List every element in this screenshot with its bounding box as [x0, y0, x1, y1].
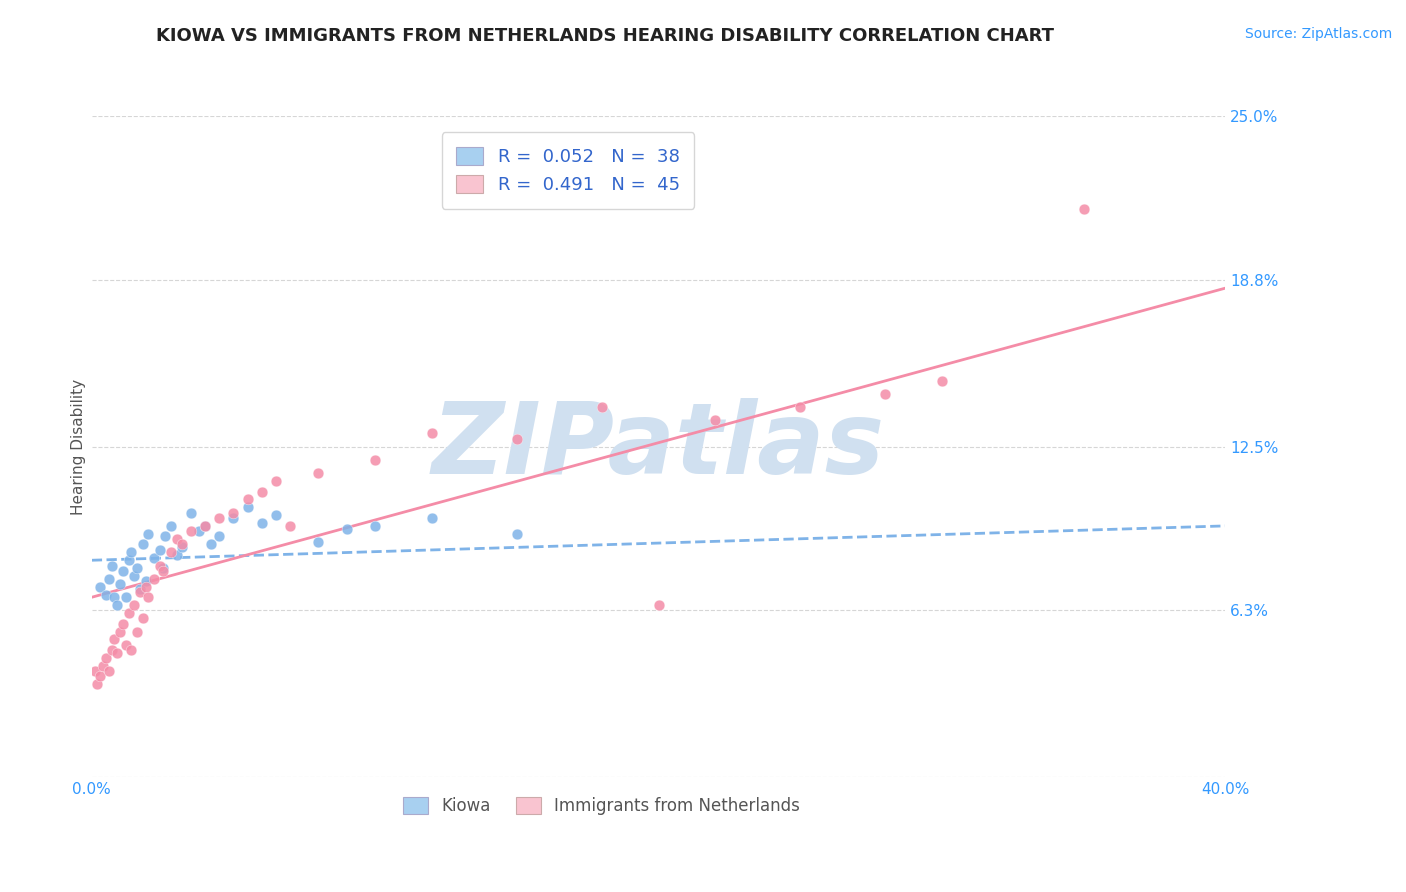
Point: [166, 548, 188, 562]
Point: [124, 569, 146, 583]
Point: [100, 558, 122, 573]
Point: [1073, 202, 1095, 216]
Point: [152, 564, 174, 578]
Point: [149, 558, 172, 573]
Point: [420, 426, 443, 441]
Point: [114, 591, 136, 605]
Point: [108, 624, 131, 639]
Point: [108, 577, 131, 591]
Point: [103, 632, 125, 647]
Point: [143, 572, 166, 586]
Point: [506, 526, 529, 541]
Point: [506, 432, 529, 446]
Point: [208, 511, 231, 525]
Point: [117, 553, 139, 567]
Point: [308, 466, 330, 480]
Y-axis label: Hearing Disability: Hearing Disability: [72, 378, 86, 515]
Text: Source: ZipAtlas.com: Source: ZipAtlas.com: [1244, 27, 1392, 41]
Legend: Kiowa, Immigrants from Netherlands: Kiowa, Immigrants from Netherlands: [396, 790, 807, 822]
Point: [135, 574, 157, 589]
Point: [264, 474, 287, 488]
Point: [194, 519, 217, 533]
Point: [117, 606, 139, 620]
Point: [83, 664, 105, 678]
Point: [364, 453, 387, 467]
Point: [789, 400, 811, 414]
Point: [91, 659, 114, 673]
Point: [236, 492, 259, 507]
Point: [97, 572, 120, 586]
Point: [250, 484, 273, 499]
Point: [129, 582, 152, 597]
Point: [222, 511, 245, 525]
Point: [111, 564, 134, 578]
Point: [121, 545, 143, 559]
Point: [704, 413, 727, 427]
Point: [132, 537, 155, 551]
Point: [591, 400, 613, 414]
Point: [97, 664, 120, 678]
Point: [129, 585, 152, 599]
Point: [180, 524, 202, 539]
Point: [103, 591, 125, 605]
Point: [152, 561, 174, 575]
Point: [89, 669, 111, 683]
Point: [236, 500, 259, 515]
Point: [931, 374, 953, 388]
Point: [172, 537, 194, 551]
Point: [149, 542, 172, 557]
Point: [124, 598, 146, 612]
Point: [94, 651, 117, 665]
Point: [127, 624, 149, 639]
Point: [250, 516, 273, 531]
Text: ZIPatlas: ZIPatlas: [432, 398, 886, 495]
Point: [194, 519, 217, 533]
Point: [135, 580, 157, 594]
Point: [278, 519, 301, 533]
Point: [121, 643, 143, 657]
Point: [94, 588, 117, 602]
Point: [155, 529, 177, 543]
Point: [105, 598, 128, 612]
Point: [264, 508, 287, 523]
Point: [188, 524, 211, 539]
Text: KIOWA VS IMMIGRANTS FROM NETHERLANDS HEARING DISABILITY CORRELATION CHART: KIOWA VS IMMIGRANTS FROM NETHERLANDS HEA…: [156, 27, 1053, 45]
Point: [89, 580, 111, 594]
Point: [180, 506, 202, 520]
Point: [200, 537, 222, 551]
Point: [160, 519, 183, 533]
Point: [132, 611, 155, 625]
Point: [336, 522, 359, 536]
Point: [647, 598, 669, 612]
Point: [86, 677, 108, 691]
Point: [100, 643, 122, 657]
Point: [875, 387, 897, 401]
Point: [114, 638, 136, 652]
Point: [364, 519, 387, 533]
Point: [143, 550, 166, 565]
Point: [420, 511, 443, 525]
Point: [222, 506, 245, 520]
Point: [127, 561, 149, 575]
Point: [208, 529, 231, 543]
Point: [172, 540, 194, 554]
Point: [166, 532, 188, 546]
Point: [138, 526, 160, 541]
Point: [111, 616, 134, 631]
Point: [105, 646, 128, 660]
Point: [138, 591, 160, 605]
Point: [308, 534, 330, 549]
Point: [160, 545, 183, 559]
